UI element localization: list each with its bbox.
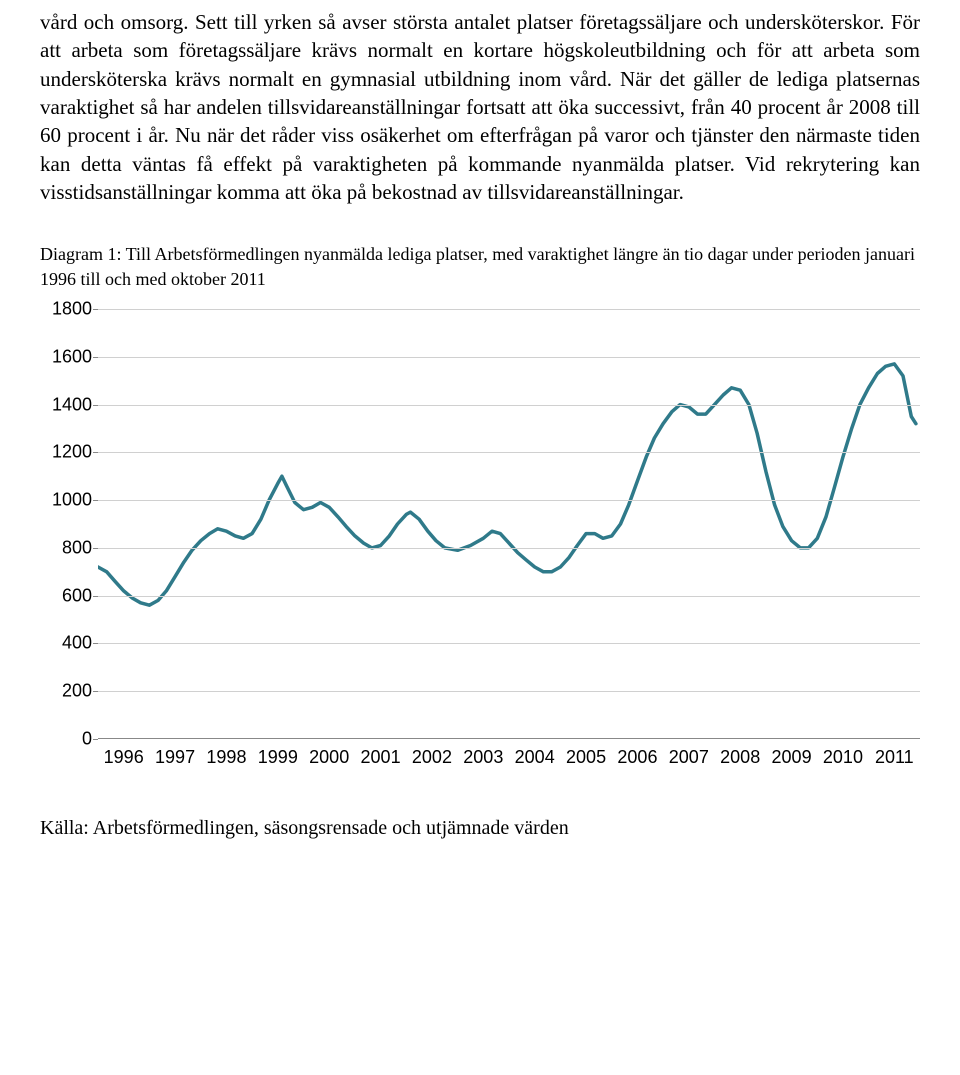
y-tick-label: 1600 [52,346,92,367]
x-tick-label: 1996 [104,747,144,768]
chart-caption: Diagram 1: Till Arbetsförmedlingen nyanm… [40,242,920,291]
x-axis: 1996 1997 1998 1999 2000 2001 2002 2003 2004 2005… [98,743,920,773]
y-tick-label: 1400 [52,394,92,415]
y-axis: 020040060080010001200140016001800 [40,309,98,739]
x-tick-label: 2002 [412,747,452,768]
y-tick-label: 0 [82,729,92,750]
x-tick-label: 2011 [875,747,914,768]
x-tick-label: 2009 [772,747,812,768]
x-tick-label: 2004 [515,747,555,768]
chart-source: Källa: Arbetsförmedlingen, säsongsrensad… [40,817,920,840]
chart-svg [98,309,920,739]
x-tick-label: 2003 [463,747,503,768]
gridline [98,596,920,597]
gridline [98,500,920,501]
series-line [98,364,916,605]
body-paragraph: vård och omsorg. Sett till yrken så avse… [40,8,920,206]
y-tick-label: 1800 [52,299,92,320]
y-tick-label: 400 [62,633,92,654]
gridline [98,452,920,453]
y-tick-label: 1000 [52,490,92,511]
y-tick-label: 800 [62,537,92,558]
gridline [98,691,920,692]
line-chart: 020040060080010001200140016001800 199619… [40,309,920,799]
gridline [98,357,920,358]
plot-area [98,309,920,739]
x-tick-label: 2005 [566,747,606,768]
gridline [98,548,920,549]
x-tick-label: 2010 [823,747,863,768]
gridline [98,309,920,310]
gridline [98,643,920,644]
x-tick-label: 2001 [361,747,401,768]
x-tick-label: 1997 [155,747,195,768]
gridline [98,405,920,406]
y-tick-label: 600 [62,585,92,606]
x-tick-label: 2006 [617,747,657,768]
y-tick-label: 200 [62,681,92,702]
x-tick-label: 1998 [206,747,246,768]
x-tick-label: 2007 [669,747,709,768]
x-tick-label: 1999 [258,747,298,768]
y-tick-label: 1200 [52,442,92,463]
x-tick-label: 2008 [720,747,760,768]
x-tick-label: 2000 [309,747,349,768]
